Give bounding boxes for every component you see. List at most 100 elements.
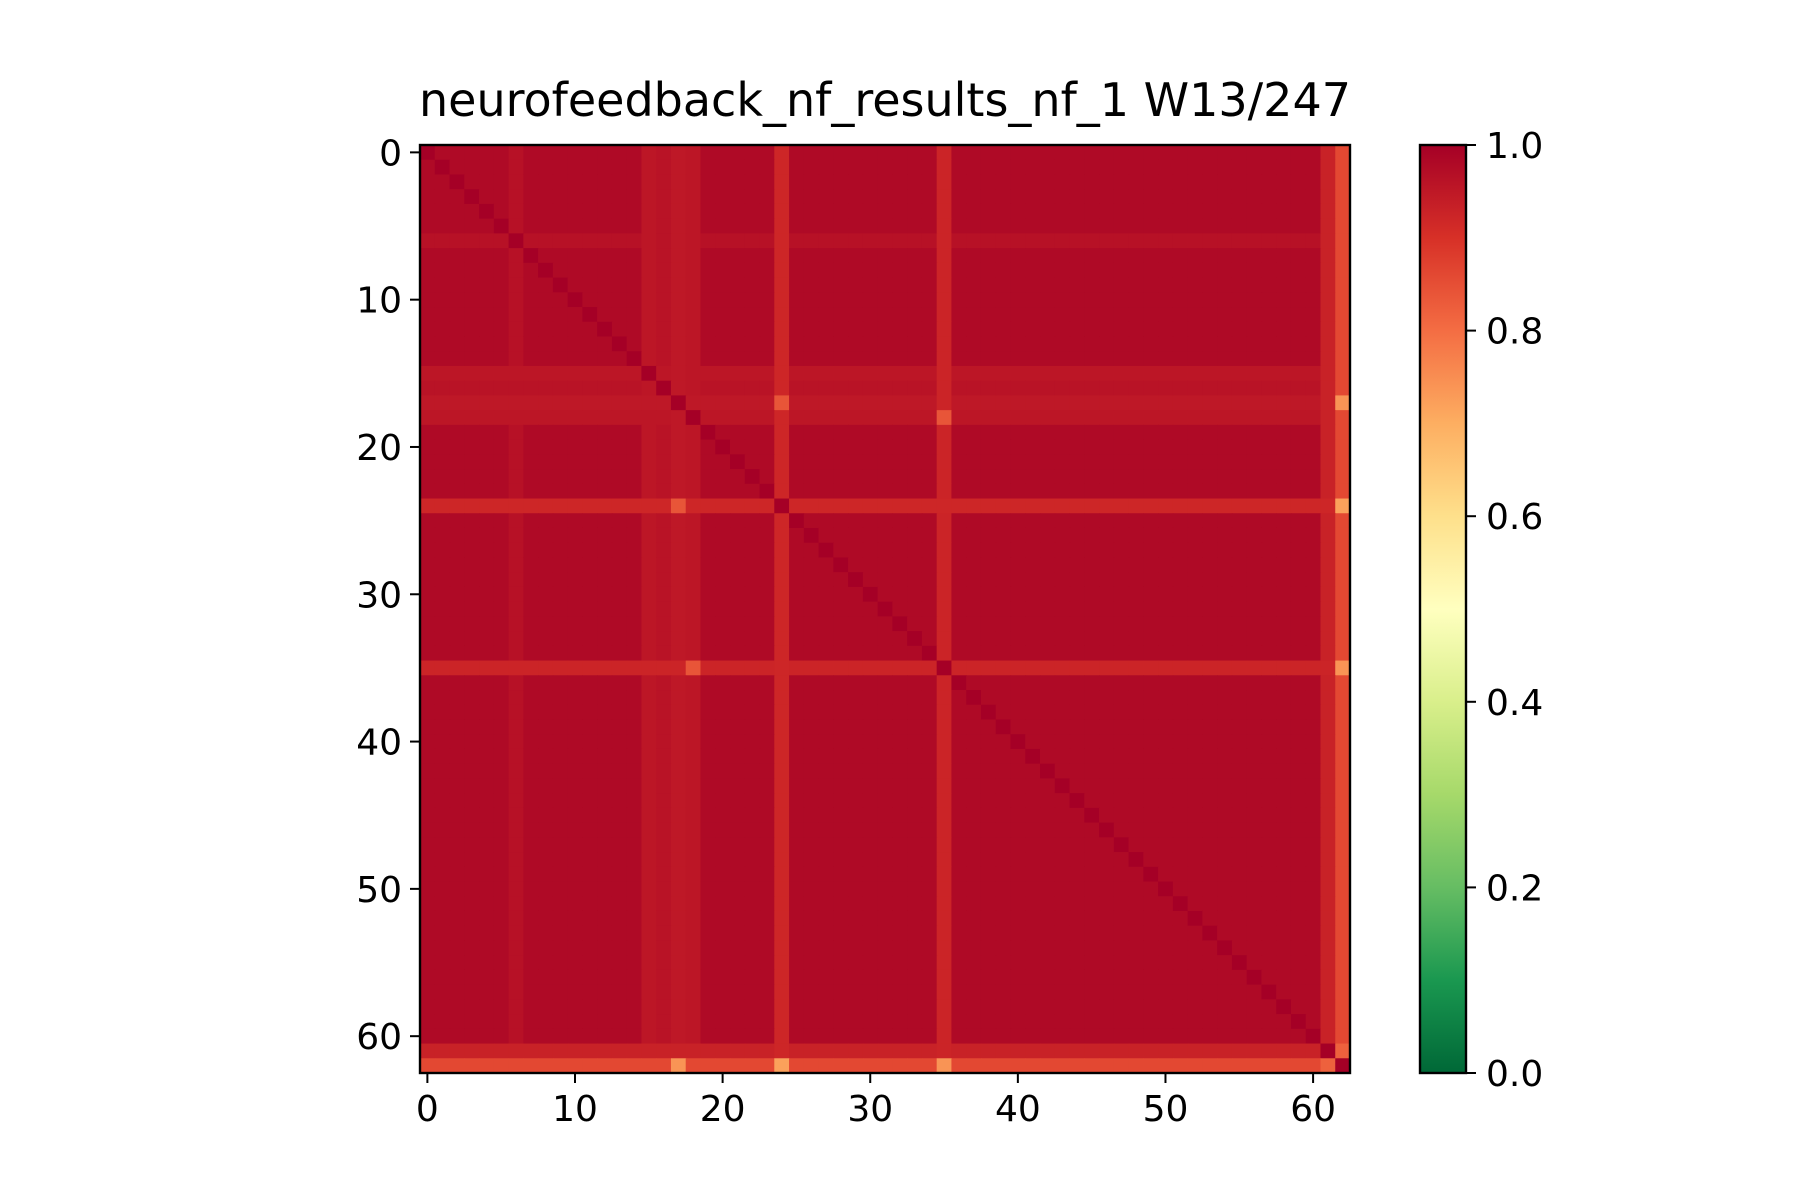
heatmap-cell	[1040, 513, 1056, 529]
heatmap-cell	[656, 940, 672, 956]
heatmap-cell	[1202, 572, 1218, 588]
heatmap-cell	[464, 410, 480, 426]
heatmap-cell	[789, 748, 805, 765]
heatmap-cell	[848, 321, 864, 338]
heatmap-cell	[1246, 233, 1263, 249]
heatmap-cell	[464, 1014, 480, 1030]
heatmap-cell	[700, 675, 716, 691]
heatmap-cell	[907, 321, 923, 338]
heatmap-cell	[1113, 660, 1130, 676]
heatmap-cell	[508, 542, 524, 559]
heatmap-cell	[744, 424, 761, 441]
heatmap-cell	[715, 336, 731, 352]
heatmap-cell	[582, 940, 598, 956]
heatmap-cell	[715, 719, 731, 735]
heatmap-cell	[862, 940, 879, 956]
heatmap-cell	[1231, 704, 1248, 721]
heatmap-cell	[892, 292, 908, 308]
heatmap-cell	[818, 527, 834, 544]
heatmap-cell	[1290, 955, 1307, 971]
heatmap-cell	[936, 365, 953, 382]
heatmap-cell	[1231, 955, 1248, 971]
heatmap-cell	[700, 159, 716, 176]
heatmap-cell	[892, 307, 908, 323]
heatmap-cell	[1202, 719, 1218, 735]
heatmap-cell	[907, 380, 923, 397]
heatmap-cell	[774, 984, 790, 1000]
heatmap-cell	[1084, 542, 1100, 559]
heatmap-cell	[1143, 542, 1159, 559]
heatmap-cell	[1143, 748, 1159, 765]
heatmap-cell	[1040, 778, 1056, 794]
heatmap-cell	[656, 380, 672, 397]
heatmap-cell	[730, 527, 746, 544]
heatmap-cell	[921, 1043, 938, 1059]
heatmap-cell	[449, 955, 465, 971]
heatmap-cell	[523, 955, 539, 971]
heatmap-cell	[1054, 262, 1071, 279]
heatmap-cell	[715, 645, 731, 662]
heatmap-cell	[1290, 910, 1307, 927]
heatmap-cell	[1187, 159, 1203, 176]
heatmap-cell	[1010, 807, 1026, 824]
heatmap-cell	[730, 999, 746, 1015]
heatmap-cell	[685, 248, 702, 264]
heatmap-cell	[656, 616, 672, 632]
colorbar	[1420, 145, 1466, 1073]
heatmap-cell	[1084, 454, 1100, 470]
heatmap-cell	[833, 910, 849, 927]
heatmap-cell	[626, 631, 643, 647]
heatmap-cell	[789, 365, 805, 382]
heatmap-cell	[715, 925, 731, 942]
heatmap-cell	[774, 277, 790, 293]
heatmap-cell	[862, 645, 879, 662]
heatmap-cell	[789, 336, 805, 352]
heatmap-cell	[1040, 365, 1056, 382]
heatmap-cell	[1320, 940, 1336, 956]
heatmap-cell	[552, 174, 569, 190]
heatmap-cell	[420, 793, 436, 809]
heatmap-cell	[567, 572, 583, 588]
heatmap-cell	[877, 675, 893, 691]
heatmap-cell	[803, 660, 820, 676]
heatmap-cell	[493, 690, 510, 706]
heatmap-cell	[907, 218, 923, 234]
heatmap-cell	[789, 586, 805, 603]
heatmap-cell	[493, 380, 510, 397]
heatmap-cell	[1290, 925, 1307, 942]
heatmap-cell	[730, 380, 746, 397]
heatmap-cell	[479, 793, 495, 809]
heatmap-cell	[582, 513, 598, 529]
heatmap-cell	[523, 351, 539, 367]
heatmap-cell	[715, 145, 731, 161]
heatmap-cell	[774, 969, 790, 986]
heatmap-cell	[685, 704, 702, 721]
heatmap-cell	[434, 439, 451, 455]
heatmap-cell	[1217, 1014, 1233, 1030]
heatmap-cell	[1128, 940, 1144, 956]
heatmap-cell	[611, 734, 628, 750]
heatmap-cell	[464, 748, 480, 765]
heatmap-cell	[862, 896, 879, 912]
heatmap-cell	[1276, 616, 1292, 632]
colorbar-tick-label: 0.4	[1486, 683, 1543, 724]
heatmap-cell	[730, 822, 746, 838]
heatmap-cell	[479, 277, 495, 293]
heatmap-cell	[774, 248, 790, 264]
heatmap-cell	[449, 984, 465, 1000]
heatmap-cell	[789, 424, 805, 441]
heatmap-cell	[552, 719, 569, 735]
heatmap-cell	[1202, 675, 1218, 691]
heatmap-cell	[1231, 881, 1248, 897]
heatmap-cell	[1025, 336, 1041, 352]
heatmap-cell	[611, 1043, 628, 1059]
heatmap-cell	[848, 439, 864, 455]
heatmap-cell	[980, 454, 997, 470]
heatmap-cell	[1217, 793, 1233, 809]
heatmap-cell	[449, 793, 465, 809]
heatmap-cell	[1217, 203, 1233, 220]
heatmap-cell	[907, 852, 923, 868]
heatmap-cell	[1010, 734, 1026, 750]
heatmap-cell	[980, 351, 997, 367]
heatmap-cell	[1084, 233, 1100, 249]
